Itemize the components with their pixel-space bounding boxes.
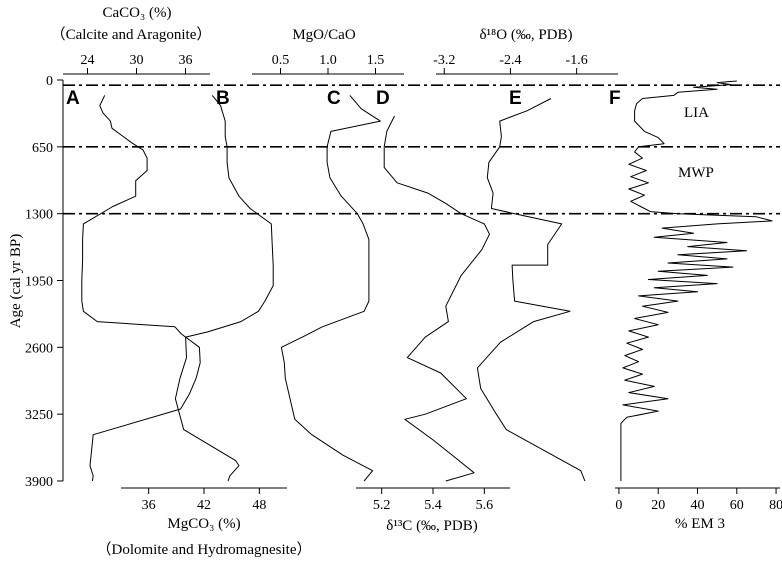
zone-label-mwp: MWP xyxy=(678,165,714,181)
panel-label-b: B xyxy=(216,88,230,109)
x-tick-label: 60 xyxy=(730,498,744,513)
x-tick-label: 5.2 xyxy=(373,498,391,513)
curve-a-caco3 xyxy=(81,95,201,482)
panel-label-c: C xyxy=(327,88,341,109)
x-tick-label: 80 xyxy=(769,498,782,513)
x-tick-label: -2.4 xyxy=(499,53,521,68)
axis-c-group: MgO/CaO 0.5 1.0 1.5 xyxy=(252,27,404,75)
axis-b-title-1: MgCO₃ (%) xyxy=(167,516,240,532)
y-axis-label: Age (cal yr BP) xyxy=(8,234,24,329)
axis-c-title: MgO/CaO xyxy=(292,27,356,43)
axis-b-group: MgCO₃ (%) （Dolomite and Hydromagnesite） … xyxy=(97,487,312,558)
axis-e-title: δ¹⁸O (‰, PDB) xyxy=(479,27,572,43)
axis-d-ticks: 5.2 5.4 5.6 xyxy=(373,488,493,513)
y-tick-label: 1950 xyxy=(25,275,53,290)
x-tick-label: 30 xyxy=(130,53,144,68)
x-tick-label: 42 xyxy=(197,498,211,513)
x-tick-label: 1.5 xyxy=(367,53,385,68)
panel-label-d: D xyxy=(376,88,390,109)
x-tick-label: -3.2 xyxy=(433,53,455,68)
x-tick-label: 0.5 xyxy=(272,53,290,68)
x-tick-label: 24 xyxy=(81,53,95,68)
axis-f-ticks: 0 20 40 60 80 xyxy=(615,488,782,513)
axis-c-ticks: 0.5 1.0 1.5 xyxy=(272,53,385,74)
x-tick-label: 36 xyxy=(142,498,156,513)
y-tick-label: 1300 xyxy=(25,208,53,223)
x-tick-label: 40 xyxy=(691,498,705,513)
curve-e-d18o xyxy=(476,98,586,482)
panel-label-e: E xyxy=(509,88,522,109)
x-tick-label: -1.6 xyxy=(566,53,588,68)
x-tick-label: 20 xyxy=(651,498,665,513)
axis-a-title-1: CaCO₃ (%) xyxy=(103,5,172,21)
y-tick-label: 2600 xyxy=(25,341,53,356)
curve-b-mgco3 xyxy=(174,95,274,482)
x-tick-label: 36 xyxy=(179,53,193,68)
y-tick-label: 3250 xyxy=(25,408,53,423)
curve-d-d13c xyxy=(383,115,490,482)
x-tick-label: 5.6 xyxy=(476,498,494,513)
zone-label-lia: LIA xyxy=(684,105,709,121)
axis-a-title-2: （Calcite and Aragonite） xyxy=(51,26,212,43)
axis-d-title: δ¹³C (‰, PDB) xyxy=(386,518,478,534)
axis-b-title-2: （Dolomite and Hydromagnesite） xyxy=(97,541,312,558)
axis-f-title: % EM 3 xyxy=(675,516,725,532)
axis-a-group: CaCO₃ (%) （Calcite and Aragonite） 24 30 36 xyxy=(51,5,212,75)
axis-e-ticks: -3.2 -2.4 -1.6 xyxy=(433,53,588,74)
axis-e-group: δ¹⁸O (‰, PDB) -3.2 -2.4 -1.6 xyxy=(433,27,618,75)
y-tick-label: 0 xyxy=(46,74,53,89)
boundary-lines xyxy=(63,84,780,215)
x-tick-label: 5.4 xyxy=(424,498,442,513)
curve-c-mgo-cao xyxy=(280,95,381,482)
axis-b-ticks: 36 42 48 xyxy=(142,488,266,513)
y-tick-label: 650 xyxy=(32,141,53,156)
y-axis-ticks: 0 650 1300 1950 2600 3250 3900 xyxy=(25,74,63,490)
panel-label-f: F xyxy=(609,88,621,109)
panel-label-a: A xyxy=(66,88,80,109)
x-tick-label: 1.0 xyxy=(319,53,337,68)
x-tick-label: 0 xyxy=(615,498,622,513)
axis-f-group: % EM 3 0 20 40 60 80 xyxy=(615,487,782,532)
y-tick-label: 3900 xyxy=(25,475,53,490)
x-tick-label: 48 xyxy=(252,498,266,513)
curve-f-em3 xyxy=(620,80,773,481)
axis-a-ticks: 24 30 36 xyxy=(81,53,193,74)
axis-d-group: δ¹³C (‰, PDB) 5.2 5.4 5.6 xyxy=(356,487,510,534)
